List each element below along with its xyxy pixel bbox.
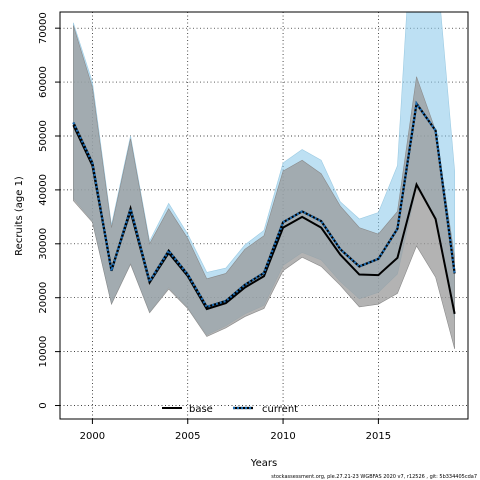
- y-tick-label-20000: 20000: [38, 282, 49, 314]
- y-tick-label-50000: 50000: [38, 120, 49, 152]
- legend-label-current: current: [262, 404, 298, 415]
- x-tick-label-2000: 2000: [80, 431, 105, 442]
- band-base: [73, 25, 455, 349]
- y-tick-label-30000: 30000: [38, 228, 49, 260]
- source-caption: stockassessment.org, ple.27.21-23 WGBFAS…: [271, 474, 477, 480]
- x-axis: 2000 2005 2010 2015: [80, 419, 391, 442]
- x-tick-label-2015: 2015: [366, 431, 391, 442]
- legend-label-base: base: [189, 404, 213, 415]
- x-tick-label-2005: 2005: [175, 431, 200, 442]
- y-axis-title: Recruits (age 1): [14, 176, 25, 256]
- legend: base current: [162, 404, 298, 415]
- y-tick-label-10000: 10000: [38, 336, 49, 368]
- y-tick-label-0: 0: [38, 402, 49, 408]
- x-tick-label-2010: 2010: [270, 431, 295, 442]
- y-tick-label-70000: 70000: [38, 12, 49, 44]
- plot-frame: [59, 11, 469, 420]
- y-tick-label-40000: 40000: [38, 174, 49, 206]
- series-lines: [72, 100, 456, 315]
- y-axis: 0 10000 20000 30000 40000 50000 60000 70000: [38, 12, 60, 409]
- y-tick-label-60000: 60000: [38, 66, 49, 98]
- line-current: [72, 100, 456, 309]
- confidence-bands: [73, 12, 455, 349]
- x-axis-title: Years: [250, 458, 277, 469]
